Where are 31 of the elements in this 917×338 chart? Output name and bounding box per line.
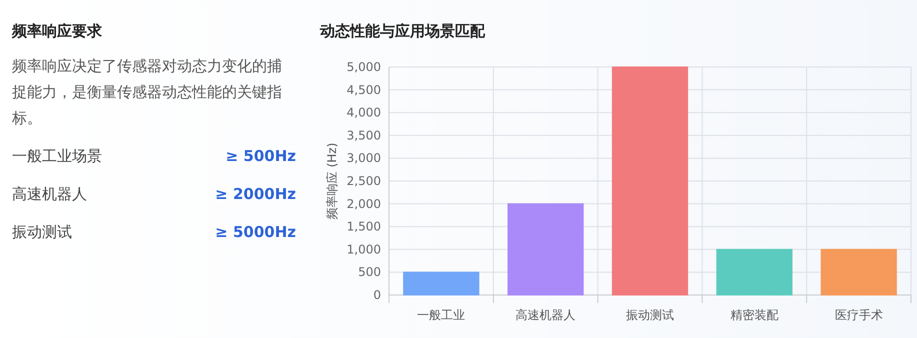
x-tick-label: 振动测试 [626,308,674,322]
text: 频率响应决定了传感器对动态力变化的捕捉能力，是衡量传感器动态性能的关键指标。 [12,56,283,129]
y-axis-title: 频率响应 (Hz) [325,142,339,220]
x-tick-label: 一般工业 [417,308,466,322]
y-tick-label: 5,000 [346,60,381,74]
y-tick-label: 2,000 [346,196,381,211]
x-tick-label: 精密装配 [730,308,778,322]
bar [403,272,480,296]
category-label: 高速机器人 [12,184,87,205]
x-tick-label: 高速机器人 [516,308,576,322]
text: 频率响应要求 [12,22,103,41]
category-label: 振动测试 [12,222,72,243]
y-tick-label: 3,000 [346,151,381,166]
y-tick-label: 1,500 [346,220,381,234]
y-tick-label: 4,000 [346,106,381,120]
bar [612,66,688,296]
bar [716,248,792,296]
y-tick-label: 3,500 [346,128,381,142]
chart-title: 动态性能与应用场景匹配 [320,22,485,41]
y-tick-label: 500 [358,265,381,280]
bar [508,203,584,296]
y-tick-label: 1,000 [346,242,381,256]
category-label: 一般工业场景 [12,146,102,167]
data-label: ≥ 500Hz [226,146,296,167]
y-tick-label: 2,500 [346,174,381,188]
y-tick-label: 4,500 [346,82,381,97]
bar [820,248,897,296]
data-label: ≥ 2000Hz [215,184,296,205]
y-tick-label: 0 [373,288,381,302]
data-label: ≥ 5000Hz [215,222,296,243]
x-tick-label: 医疗手术 [834,308,883,322]
